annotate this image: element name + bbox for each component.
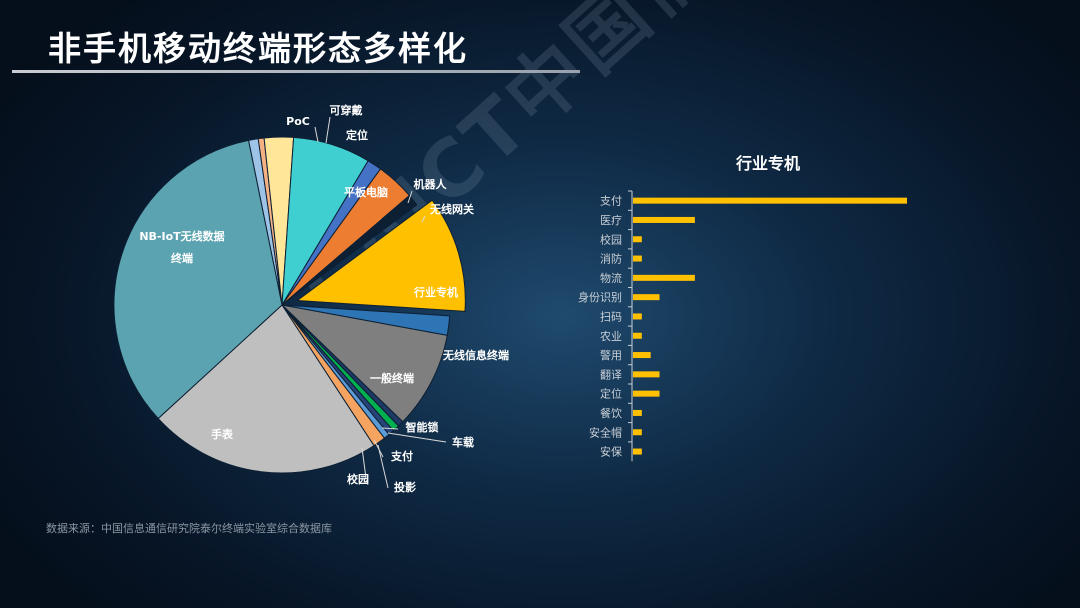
pie-leader-line <box>361 447 367 479</box>
pie-slice <box>113 139 283 420</box>
bar-category-label: 校园 <box>600 232 622 246</box>
title-underline <box>12 70 580 73</box>
pie-label: 平板电脑 <box>344 185 388 199</box>
page-title: 非手机移动终端形态多样化 <box>48 29 468 68</box>
pie-label: 校园 <box>347 472 369 486</box>
pie-leader-line <box>381 427 399 430</box>
bar-category-label: 安全帽 <box>589 425 622 439</box>
pie-label: 机器人 <box>414 177 448 191</box>
pie-leader-line <box>325 116 331 144</box>
bar <box>633 448 642 455</box>
pie-label: 智能锁 <box>406 420 439 434</box>
bar-category-label: 翻译 <box>600 367 622 381</box>
bar <box>633 409 642 416</box>
bar-category-label: 警用 <box>600 348 622 362</box>
bar-chart-title: 行业专机 <box>736 154 801 173</box>
bar <box>633 274 695 281</box>
bar-category-label: 支付 <box>600 195 622 208</box>
bar-category-label: 物流 <box>600 271 622 285</box>
pie-label: 无线网关 <box>429 202 474 216</box>
pie-slice <box>295 199 466 312</box>
pie-label: 定位 <box>346 128 368 142</box>
pie-label: 车载 <box>452 435 474 449</box>
bar <box>633 352 651 359</box>
pie-leader-line <box>407 190 413 204</box>
pie-label: 终端 <box>171 251 193 265</box>
pie-slice <box>281 194 418 306</box>
pie-label: 手表 <box>211 427 234 441</box>
pie-leader-line <box>314 126 319 143</box>
bar-category-label: 身份识别 <box>578 290 622 304</box>
data-source-note: 数据来源：中国信息通信研究院泰尔终端实验室综合数据库 <box>46 522 332 535</box>
bar-category-label: 农业 <box>600 329 622 343</box>
bar-category-label: 安保 <box>600 445 622 459</box>
pie-label: 行业专机 <box>413 285 458 299</box>
bar <box>633 255 642 262</box>
bar <box>633 216 695 223</box>
pie-label: PoC <box>286 115 310 128</box>
bar <box>633 390 660 397</box>
pie-leader-line <box>387 432 447 443</box>
bar <box>633 429 642 436</box>
bar-category-label: 扫码 <box>600 310 622 323</box>
bar-category-label: 定位 <box>600 387 622 401</box>
pie-leader-line <box>377 444 389 489</box>
pie-label: NB-IoT无线数据 <box>139 229 224 243</box>
bar <box>633 236 642 243</box>
bar <box>633 332 642 339</box>
bar <box>633 371 660 378</box>
pie-label: 可穿戴 <box>330 103 363 117</box>
bar-category-label: 消防 <box>600 252 622 266</box>
bar <box>633 197 907 204</box>
bar <box>633 294 660 301</box>
bar-category-label: 餐饮 <box>600 406 622 420</box>
pie-label: 支付 <box>390 449 413 463</box>
bar-category-label: 医疗 <box>600 213 622 227</box>
pie-slice <box>157 304 375 474</box>
pie-label: 无线信息终端 <box>442 348 509 362</box>
pie-leader-line <box>421 215 426 223</box>
pie-label: 一般终端 <box>370 371 414 385</box>
pie-slice <box>280 304 448 423</box>
pie-label: 投影 <box>394 480 416 494</box>
bar <box>633 313 642 320</box>
